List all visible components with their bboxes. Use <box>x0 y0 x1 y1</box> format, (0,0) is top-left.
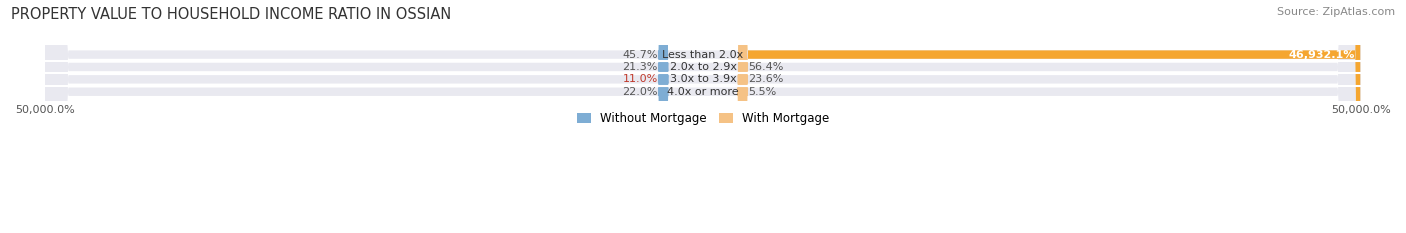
FancyBboxPatch shape <box>658 0 668 233</box>
Text: 5.5%: 5.5% <box>748 87 776 97</box>
Text: 4.0x or more: 4.0x or more <box>668 87 738 97</box>
Text: PROPERTY VALUE TO HOUSEHOLD INCOME RATIO IN OSSIAN: PROPERTY VALUE TO HOUSEHOLD INCOME RATIO… <box>11 7 451 22</box>
FancyBboxPatch shape <box>658 0 669 233</box>
Text: 46,932.1%: 46,932.1% <box>1288 50 1355 60</box>
FancyBboxPatch shape <box>45 0 1361 233</box>
FancyBboxPatch shape <box>45 0 1361 233</box>
Legend: Without Mortgage, With Mortgage: Without Mortgage, With Mortgage <box>572 107 834 130</box>
Text: 45.7%: 45.7% <box>621 50 658 60</box>
Text: 3.0x to 3.9x: 3.0x to 3.9x <box>669 74 737 84</box>
Text: Less than 2.0x: Less than 2.0x <box>662 50 744 60</box>
FancyBboxPatch shape <box>658 0 668 233</box>
Text: 11.0%: 11.0% <box>623 74 658 84</box>
FancyBboxPatch shape <box>738 0 748 233</box>
Text: 21.3%: 21.3% <box>623 62 658 72</box>
FancyBboxPatch shape <box>45 0 1361 233</box>
Text: 22.0%: 22.0% <box>623 87 658 97</box>
Text: 56.4%: 56.4% <box>748 62 785 72</box>
FancyBboxPatch shape <box>658 0 668 233</box>
FancyBboxPatch shape <box>45 0 1361 233</box>
Text: 23.6%: 23.6% <box>748 74 783 84</box>
Text: Source: ZipAtlas.com: Source: ZipAtlas.com <box>1277 7 1395 17</box>
FancyBboxPatch shape <box>742 0 1360 233</box>
FancyBboxPatch shape <box>737 0 748 233</box>
Text: 2.0x to 2.9x: 2.0x to 2.9x <box>669 62 737 72</box>
FancyBboxPatch shape <box>738 0 748 233</box>
